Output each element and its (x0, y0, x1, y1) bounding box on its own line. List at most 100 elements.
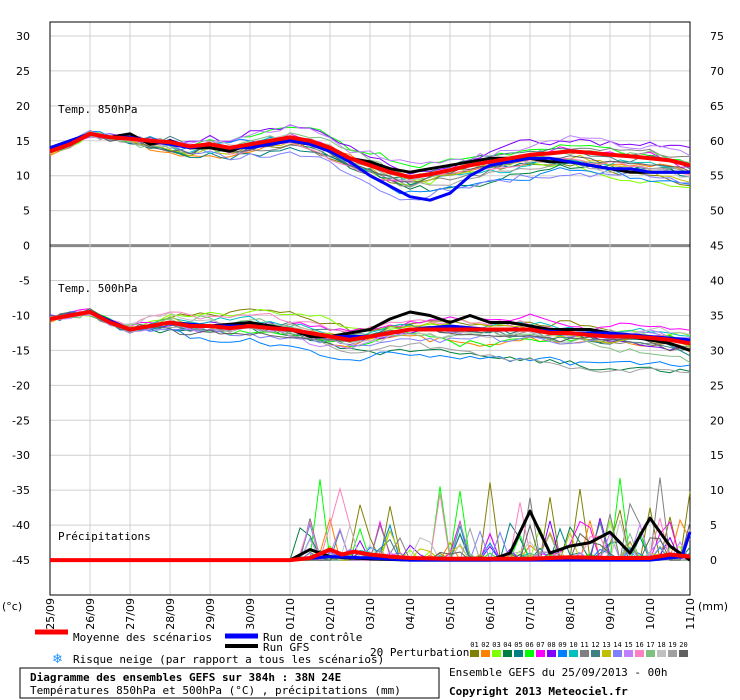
x-tick-label: 04/10 (404, 598, 417, 630)
perturbation-number: 10 (569, 641, 577, 649)
right-tick-label: 30 (710, 344, 724, 357)
perturbation-legend: 01 02 03 04 05 06 07 08 09 10 11 12 13 14 15 16 17 18 19 20 (470, 641, 688, 657)
perturbation-number: 02 (481, 641, 489, 649)
x-tick-label: 01/10 (284, 598, 297, 630)
perturbation-number: 15 (624, 641, 632, 649)
left-tick-label: -20 (12, 379, 30, 392)
legend-control: Run de contrôle (263, 631, 362, 644)
right-tick-label: 25 (710, 379, 724, 392)
left-tick-label: 15 (16, 135, 30, 148)
x-tick-label: 06/10 (484, 598, 497, 630)
axes: 30 25 20 15 10 5 0 -5 -10 -15 -20 -25 -30 -35 -40 -45 75… (12, 21, 724, 630)
legend-perturbations: 20 Perturbations (370, 646, 476, 659)
panel-label-t500: Temp. 500hPa (58, 282, 137, 295)
perturbation-number: 20 (679, 641, 687, 649)
left-tick-label: -45 (12, 554, 30, 567)
perturbation-number: 13 (602, 641, 610, 649)
footer-title: Diagramme des ensembles GEFS sur 384h : … (30, 671, 341, 684)
x-tick-label: 29/09 (204, 598, 217, 630)
snowflake-icon: ❄ (52, 652, 63, 667)
series-line-precip-ff0000 (50, 547, 691, 563)
perturbation-swatch (657, 650, 666, 657)
legend-snow: Risque neige (par rapport a tous les scé… (73, 653, 384, 666)
right-tick-label: 15 (710, 449, 724, 462)
perturbation-swatch (602, 650, 611, 657)
footer: Diagramme des ensembles GEFS sur 384h : … (19, 666, 668, 699)
x-tick-label: 27/09 (124, 598, 137, 630)
perturbation-swatch (679, 650, 688, 657)
perturbation-number: 01 (470, 641, 478, 649)
perturbation-swatch (503, 650, 512, 657)
footer-run: Ensemble GEFS du 25/09/2013 - 00h (449, 666, 668, 679)
perturbation-line-t500 (49, 308, 691, 364)
x-tick-label: 25/09 (44, 598, 57, 630)
series-line-t500-ff0000 (49, 310, 691, 346)
right-tick-label: 40 (710, 275, 724, 288)
perturbation-number: 09 (558, 641, 566, 649)
x-tick-label: 26/09 (84, 598, 97, 630)
right-tick-label: 60 (710, 135, 724, 148)
perturbation-number: 14 (613, 641, 621, 649)
right-tick-label: 20 (710, 414, 724, 427)
right-tick-label: 45 (710, 240, 724, 253)
perturbation-number: 08 (547, 641, 555, 649)
left-tick-label: 25 (16, 65, 30, 78)
perturbation-swatch (514, 650, 523, 657)
x-tick-label: 02/10 (324, 598, 337, 630)
left-axis-unit: (°c) (2, 600, 22, 613)
left-tick-label: 20 (16, 100, 30, 113)
left-tick-label: -35 (12, 484, 30, 497)
perturbation-number: 05 (514, 641, 522, 649)
perturbation-number: 17 (646, 641, 654, 649)
perturbation-swatch (470, 650, 479, 657)
perturbation-swatch (492, 650, 501, 657)
perturbation-swatch (668, 650, 677, 657)
right-tick-label: 35 (710, 309, 724, 322)
perturbation-swatch (635, 650, 644, 657)
x-tick-label: 11/10 (684, 598, 697, 630)
perturbation-swatch (547, 650, 556, 657)
perturbation-swatch (580, 650, 589, 657)
x-tick-label: 05/10 (444, 598, 457, 630)
legend-gfs: Run GFS (263, 641, 309, 654)
left-tick-label: 0 (23, 240, 30, 253)
left-tick-label: -5 (19, 275, 30, 288)
legend-mean: Moyenne des scénarios (73, 631, 212, 644)
left-tick-label: 30 (16, 30, 30, 43)
left-tick-label: -30 (12, 449, 30, 462)
x-tick-label: 09/10 (604, 598, 617, 630)
perturbation-number: 19 (668, 641, 676, 649)
footer-copyright: Copyright 2013 Meteociel.fr (449, 685, 628, 698)
left-tick-label: -40 (12, 519, 30, 532)
perturbation-swatch (624, 650, 633, 657)
series-line-t850-ff0000 (49, 131, 691, 180)
left-tick-label: -15 (12, 344, 30, 357)
perturbation-number: 06 (525, 641, 533, 649)
perturbation-number: 03 (492, 641, 500, 649)
right-tick-label: 10 (710, 484, 724, 497)
x-tick-label: 07/10 (524, 598, 537, 630)
left-tick-label: -10 (12, 309, 30, 322)
right-tick-label: 0 (710, 554, 717, 567)
perturbation-swatch (525, 650, 534, 657)
perturbation-number: 04 (503, 641, 511, 649)
perturbation-line-t500 (49, 311, 691, 347)
perturbation-number: 11 (580, 641, 588, 649)
grid (49, 22, 691, 595)
left-tick-label: -25 (12, 414, 30, 427)
plot-frame (49, 21, 691, 596)
perturbation-swatch (481, 650, 490, 657)
right-tick-label: 70 (710, 65, 724, 78)
perturbation-swatch (558, 650, 567, 657)
perturbation-number: 16 (635, 641, 643, 649)
perturbation-swatch (569, 650, 578, 657)
legend: Moyenne des scénarios Run de contrôle Ru… (35, 629, 688, 667)
right-tick-label: 75 (710, 30, 724, 43)
right-tick-label: 5 (710, 519, 717, 532)
x-tick-label: 28/09 (164, 598, 177, 630)
main-series (49, 131, 692, 563)
perturbation-swatch (536, 650, 545, 657)
perturbation-number: 12 (591, 641, 599, 649)
perturbation-number: 18 (657, 641, 665, 649)
